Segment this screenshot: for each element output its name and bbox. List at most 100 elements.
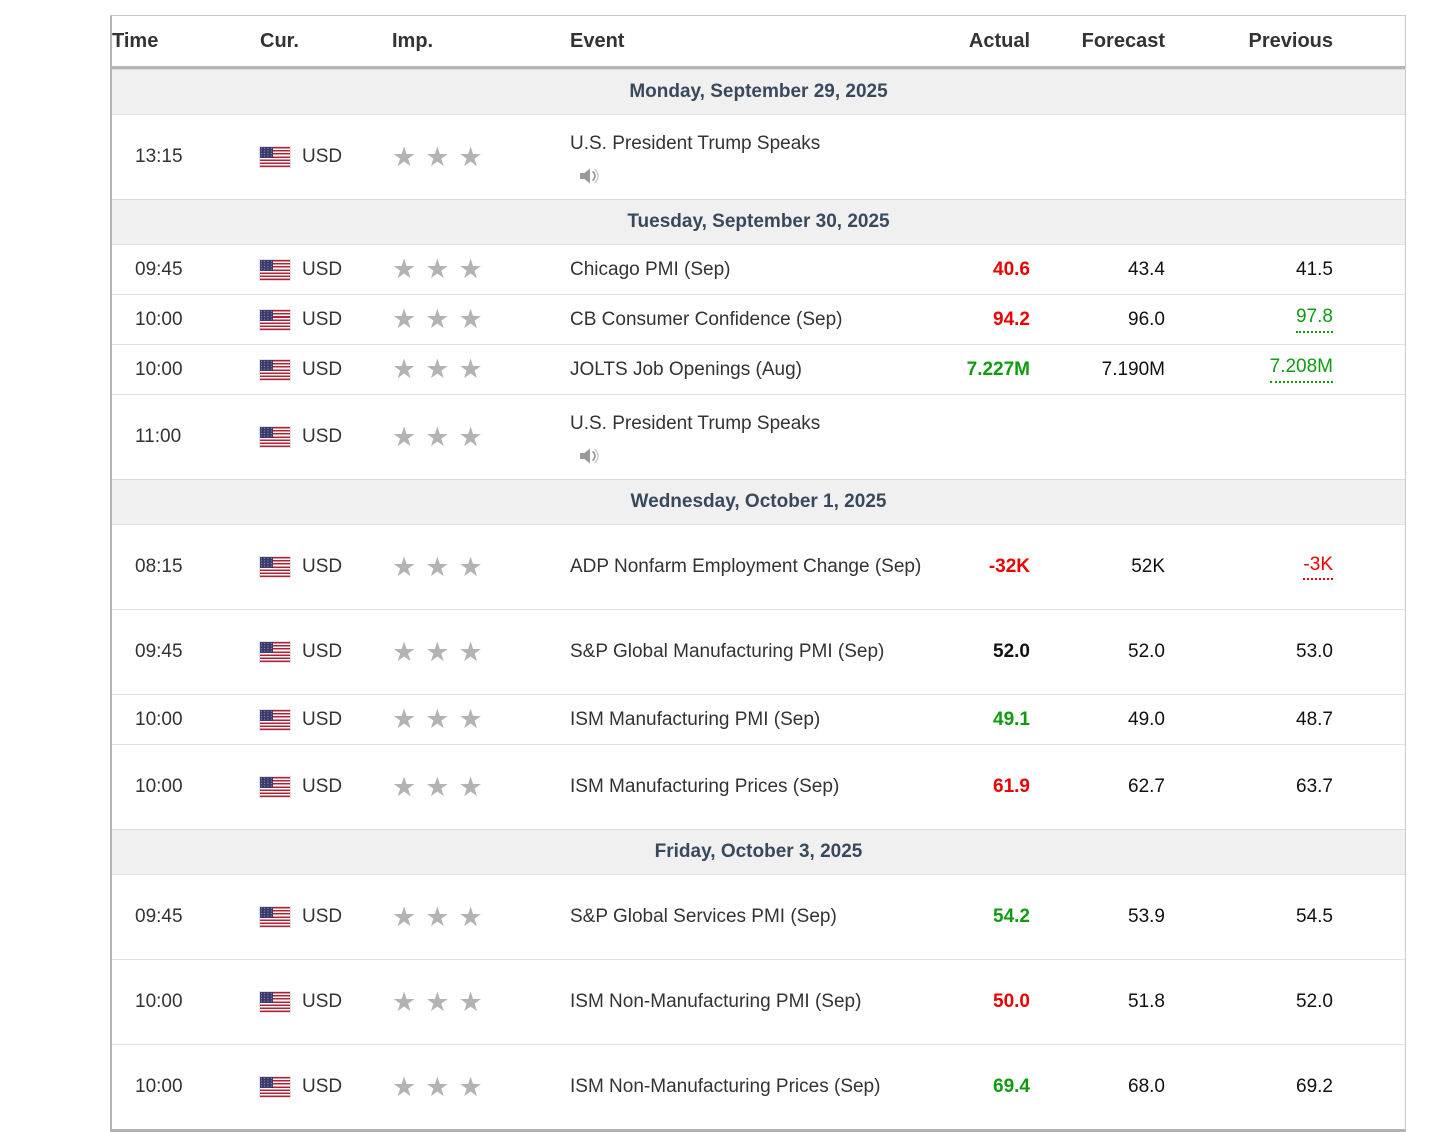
previous-value: 48.7 xyxy=(1296,708,1333,730)
importance-star-icon: ★ xyxy=(392,986,417,1017)
forecast-value: 68.0 xyxy=(1128,1076,1165,1097)
importance-star-icon: ★ xyxy=(425,354,450,384)
importance-star-icon: ★ xyxy=(425,1071,450,1102)
actual-value: 40.6 xyxy=(993,258,1030,280)
speaker-icon[interactable] xyxy=(577,165,922,189)
event-row[interactable]: 11:00 USD ★ ★ ★ U.S. President Trump Speaks xyxy=(112,394,1405,479)
column-header-actual: Actual xyxy=(968,29,1030,52)
event-link[interactable]: CB Consumer Confidence (Sep) xyxy=(570,308,843,330)
previous-value[interactable]: -3K xyxy=(1303,554,1333,581)
previous-value[interactable]: 97.8 xyxy=(1296,306,1333,333)
day-header: Friday, October 3, 2025 xyxy=(112,829,1405,874)
event-row[interactable]: 10:00 USD ★ ★ ★ ISM Manufacturing Prices (Sep… xyxy=(112,744,1405,829)
us-flag-icon xyxy=(260,147,290,167)
event-link[interactable]: U.S. President Trump Speaks xyxy=(570,413,821,434)
importance-star-icon: ★ xyxy=(392,1071,417,1102)
event-link[interactable]: ADP Nonfarm Employment Change (Sep) xyxy=(570,556,922,577)
column-header-previous: Previous xyxy=(1248,29,1333,52)
importance-star-icon: ★ xyxy=(458,141,483,172)
importance-star-icon: ★ xyxy=(458,636,483,667)
event-row[interactable]: 13:15 USD ★ ★ ★ U.S. President Trump Speaks xyxy=(112,114,1405,199)
importance-star-icon: ★ xyxy=(425,636,450,667)
currency-label: USD xyxy=(302,641,343,662)
us-flag-icon xyxy=(260,557,290,577)
event-link[interactable]: S&P Global Manufacturing PMI (Sep) xyxy=(570,641,885,662)
event-row[interactable]: 10:00 USD ★ ★ ★ ISM Non-Manufacturing Prices … xyxy=(112,1044,1405,1129)
event-link[interactable]: S&P Global Services PMI (Sep) xyxy=(570,906,837,927)
us-flag-icon xyxy=(260,1077,290,1097)
actual-value: -32K xyxy=(988,556,1030,577)
event-link[interactable]: Chicago PMI (Sep) xyxy=(570,258,731,280)
importance-rating: ★ ★ ★ xyxy=(392,986,570,1017)
table-body: Monday, September 29, 2025 13:15 USD ★ ★ ★ U.S… xyxy=(112,69,1405,1129)
importance-rating: ★ ★ ★ xyxy=(392,141,570,172)
currency-label: USD xyxy=(302,776,343,797)
event-time: 10:00 xyxy=(135,708,183,730)
column-header-event: Event xyxy=(570,29,625,52)
event-time: 10:00 xyxy=(135,991,183,1012)
currency-label: USD xyxy=(302,991,343,1012)
importance-star-icon: ★ xyxy=(425,421,450,452)
event-row[interactable]: 10:00 USD ★ ★ ★ ISM Manufacturing PMI (Sep) 49… xyxy=(112,694,1405,744)
importance-star-icon: ★ xyxy=(392,141,417,172)
event-row[interactable]: 10:00 USD ★ ★ ★ JOLTS Job Openings (Aug) 7.227… xyxy=(112,344,1405,394)
table-header-row: Time Cur. Imp. Event Actual Forecast Previous xyxy=(112,16,1405,69)
actual-value: 54.2 xyxy=(993,906,1030,927)
event-link[interactable]: U.S. President Trump Speaks xyxy=(570,133,821,154)
day-header: Wednesday, October 1, 2025 xyxy=(112,479,1405,524)
actual-value: 7.227M xyxy=(966,358,1030,380)
importance-star-icon: ★ xyxy=(458,986,483,1017)
forecast-value: 52.0 xyxy=(1128,641,1165,662)
forecast-value: 49.0 xyxy=(1128,708,1165,730)
us-flag-icon xyxy=(260,427,290,447)
column-header-imp: Imp. xyxy=(392,29,434,52)
event-link[interactable]: ISM Manufacturing Prices (Sep) xyxy=(570,776,840,797)
importance-star-icon: ★ xyxy=(458,1071,483,1102)
event-time: 10:00 xyxy=(135,776,183,797)
economic-calendar-table: Time Cur. Imp. Event Actual Forecast Previous … xyxy=(110,15,1406,1132)
importance-rating: ★ ★ ★ xyxy=(392,773,570,801)
importance-rating: ★ ★ ★ xyxy=(392,551,570,582)
importance-star-icon: ★ xyxy=(392,636,417,667)
importance-rating: ★ ★ ★ xyxy=(392,636,570,667)
event-time: 09:45 xyxy=(135,258,183,280)
forecast-value: 53.9 xyxy=(1128,906,1165,927)
us-flag-icon xyxy=(260,709,290,730)
event-row[interactable]: 09:45 USD ★ ★ ★ S&P Global Services PMI (Sep)… xyxy=(112,874,1405,959)
speaker-icon[interactable] xyxy=(577,445,922,469)
event-time: 13:15 xyxy=(135,146,183,167)
currency-label: USD xyxy=(302,1076,343,1097)
importance-star-icon: ★ xyxy=(425,986,450,1017)
forecast-value: 7.190M xyxy=(1101,358,1165,380)
importance-star-icon: ★ xyxy=(458,421,483,452)
us-flag-icon xyxy=(260,359,290,380)
event-link[interactable]: ISM Non-Manufacturing PMI (Sep) xyxy=(570,991,862,1012)
importance-rating: ★ ★ ★ xyxy=(392,256,570,283)
previous-value: 53.0 xyxy=(1296,641,1333,662)
actual-value: 94.2 xyxy=(993,308,1030,330)
previous-value[interactable]: 7.208M xyxy=(1269,356,1333,383)
event-link[interactable]: ISM Non-Manufacturing Prices (Sep) xyxy=(570,1076,881,1097)
previous-value: 54.5 xyxy=(1296,906,1333,927)
event-link[interactable]: ISM Manufacturing PMI (Sep) xyxy=(570,708,821,730)
importance-star-icon: ★ xyxy=(458,551,483,582)
forecast-value: 96.0 xyxy=(1128,308,1165,330)
us-flag-icon xyxy=(260,259,290,280)
us-flag-icon xyxy=(260,907,290,927)
event-time: 10:00 xyxy=(135,1076,183,1097)
currency-label: USD xyxy=(302,556,343,577)
day-header: Monday, September 29, 2025 xyxy=(112,69,1405,114)
currency-label: USD xyxy=(302,308,343,330)
importance-star-icon: ★ xyxy=(392,254,417,284)
importance-star-icon: ★ xyxy=(392,704,417,734)
event-row[interactable]: 10:00 USD ★ ★ ★ ISM Non-Manufacturing PMI (Se… xyxy=(112,959,1405,1044)
event-row[interactable]: 08:15 USD ★ ★ ★ ADP Nonfarm Employment Change… xyxy=(112,524,1405,609)
column-header-time: Time xyxy=(112,29,159,52)
importance-rating: ★ ★ ★ xyxy=(392,356,570,383)
event-link[interactable]: JOLTS Job Openings (Aug) xyxy=(570,358,802,380)
event-row[interactable]: 10:00 USD ★ ★ ★ CB Consumer Confidence (Sep) 9… xyxy=(112,294,1405,344)
forecast-value: 52K xyxy=(1131,556,1165,577)
event-row[interactable]: 09:45 USD ★ ★ ★ Chicago PMI (Sep) 40.6 43.4 41.5 xyxy=(112,244,1405,294)
event-row[interactable]: 09:45 USD ★ ★ ★ S&P Global Manufacturing PMI … xyxy=(112,609,1405,694)
importance-star-icon: ★ xyxy=(425,304,450,334)
